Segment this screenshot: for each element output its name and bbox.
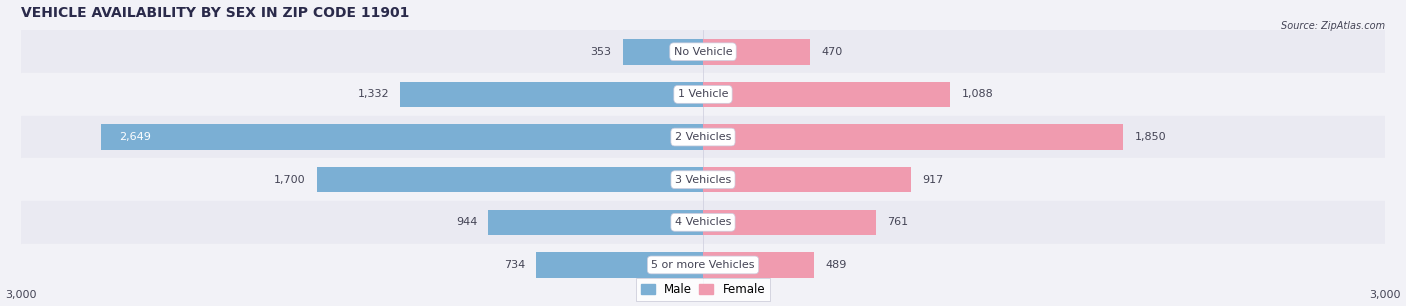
Text: 2,649: 2,649 bbox=[120, 132, 150, 142]
Text: 470: 470 bbox=[821, 47, 842, 57]
Bar bbox=[623, 39, 703, 65]
Text: 761: 761 bbox=[887, 217, 908, 227]
Text: 944: 944 bbox=[456, 217, 477, 227]
Text: 734: 734 bbox=[503, 260, 524, 270]
Bar bbox=[21, 159, 1385, 201]
Text: 1 Vehicle: 1 Vehicle bbox=[678, 89, 728, 99]
Bar bbox=[703, 82, 950, 107]
Legend: Male, Female: Male, Female bbox=[636, 278, 770, 301]
Bar bbox=[21, 30, 1385, 73]
Bar bbox=[703, 210, 876, 235]
Bar bbox=[316, 167, 703, 192]
Text: 5 or more Vehicles: 5 or more Vehicles bbox=[651, 260, 755, 270]
Text: VEHICLE AVAILABILITY BY SEX IN ZIP CODE 11901: VEHICLE AVAILABILITY BY SEX IN ZIP CODE … bbox=[21, 6, 409, 20]
Text: Source: ZipAtlas.com: Source: ZipAtlas.com bbox=[1281, 21, 1385, 32]
Text: 353: 353 bbox=[591, 47, 612, 57]
Text: No Vehicle: No Vehicle bbox=[673, 47, 733, 57]
Text: 1,332: 1,332 bbox=[357, 89, 389, 99]
Bar bbox=[401, 82, 703, 107]
Text: 1,700: 1,700 bbox=[274, 175, 305, 185]
Bar bbox=[21, 116, 1385, 159]
Bar bbox=[703, 252, 814, 278]
Bar bbox=[21, 73, 1385, 116]
Bar bbox=[101, 124, 703, 150]
Text: 1,088: 1,088 bbox=[962, 89, 994, 99]
Bar bbox=[488, 210, 703, 235]
Bar bbox=[703, 167, 911, 192]
Bar bbox=[536, 252, 703, 278]
Text: 3 Vehicles: 3 Vehicles bbox=[675, 175, 731, 185]
Bar bbox=[703, 39, 810, 65]
Text: 917: 917 bbox=[922, 175, 943, 185]
Text: 489: 489 bbox=[825, 260, 846, 270]
Bar bbox=[21, 201, 1385, 244]
Bar bbox=[21, 244, 1385, 286]
Text: 4 Vehicles: 4 Vehicles bbox=[675, 217, 731, 227]
Bar bbox=[703, 124, 1123, 150]
Text: 1,850: 1,850 bbox=[1135, 132, 1167, 142]
Text: 2 Vehicles: 2 Vehicles bbox=[675, 132, 731, 142]
